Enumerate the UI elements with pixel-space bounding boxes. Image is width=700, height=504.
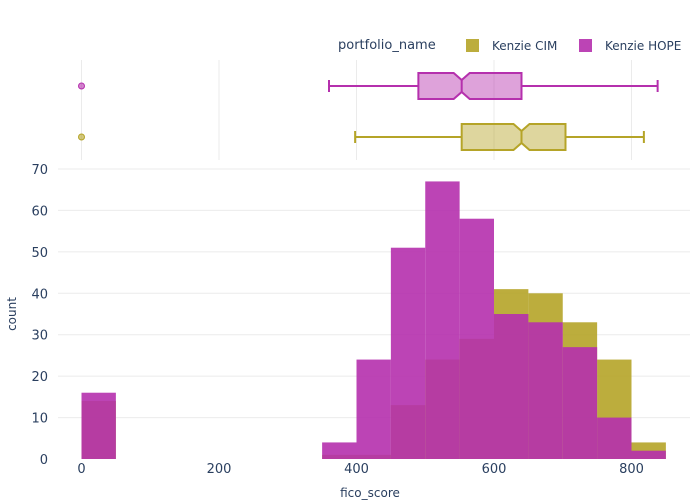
legend: portfolio_name Kenzie CIM Kenzie HOPE [338, 38, 681, 53]
outlier-point[interactable] [78, 133, 85, 141]
bar-kenzie-hope[interactable] [390, 247, 426, 459]
y-axis-title: count [5, 297, 19, 331]
bar-kenzie-hope[interactable] [425, 181, 460, 459]
bar-kenzie-hope[interactable] [459, 218, 494, 459]
bar-kenzie-hope[interactable] [597, 417, 632, 459]
y-tick-label: 30 [31, 329, 48, 344]
bar-kenzie-hope[interactable] [494, 314, 529, 459]
axes: fico_score count 0 10 20 30 40 50 60 70 0 200 400 6… [5, 163, 644, 500]
x-tick-label: 400 [344, 462, 369, 477]
grid-layer [58, 60, 690, 419]
bar-kenzie-hope[interactable] [562, 347, 598, 459]
y-tick-label: 20 [31, 370, 48, 385]
legend-title: portfolio_name [338, 38, 436, 53]
y-tick-label: 70 [31, 163, 48, 178]
x-tick-label: 600 [482, 462, 507, 477]
box-body [417, 72, 523, 100]
legend-label-kenzie-hope: Kenzie HOPE [605, 39, 681, 53]
boxplot-kenzie-cim[interactable] [78, 123, 645, 151]
histogram-bars [81, 181, 666, 459]
bar-kenzie-hope[interactable] [631, 450, 666, 459]
legend-swatch-kenzie-hope [579, 39, 592, 52]
legend-item-kenzie-hope[interactable]: Kenzie HOPE [579, 39, 681, 53]
bar-kenzie-hope[interactable] [528, 322, 563, 459]
legend-label-kenzie-cim: Kenzie CIM [492, 39, 557, 53]
legend-swatch-kenzie-cim [466, 39, 479, 52]
box-body [460, 123, 567, 151]
boxplot-kenzie-hope[interactable] [78, 72, 659, 100]
y-tick-label: 60 [31, 204, 48, 219]
series-kenzie-hope [81, 181, 666, 459]
x-tick-label: 0 [77, 462, 85, 477]
x-tick-label: 200 [207, 462, 232, 477]
x-axis-title: fico_score [340, 486, 400, 500]
x-tick-label: 800 [619, 462, 644, 477]
bar-kenzie-hope[interactable] [322, 442, 357, 459]
y-tick-label: 0 [40, 453, 48, 468]
legend-item-kenzie-cim[interactable]: Kenzie CIM [466, 39, 557, 53]
outlier-point[interactable] [78, 82, 85, 90]
marginal-boxplot-panel [78, 72, 659, 151]
bar-kenzie-hope[interactable] [356, 359, 391, 459]
y-tick-label: 50 [31, 246, 48, 261]
y-tick-label: 40 [31, 287, 48, 302]
y-tick-label: 10 [31, 412, 48, 427]
bar-kenzie-hope[interactable] [81, 392, 116, 459]
